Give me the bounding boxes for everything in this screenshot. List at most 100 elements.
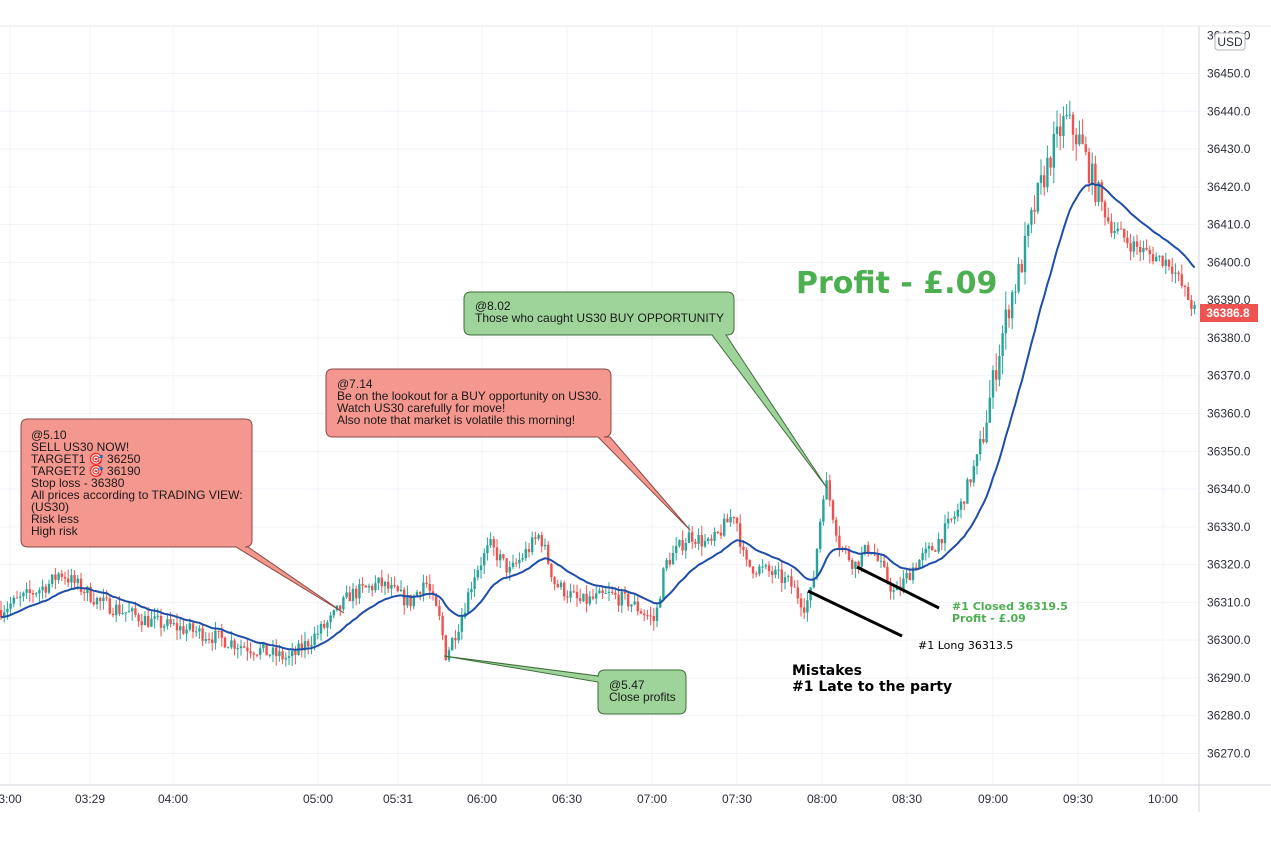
candle-body <box>771 571 774 575</box>
callout-line: Those who caught US30 BUY OPPORTUNITY <box>475 311 724 325</box>
candle-body <box>1161 255 1164 266</box>
candle-body <box>428 583 431 592</box>
candle-body <box>694 541 697 544</box>
candle-body <box>1078 134 1081 145</box>
candle-body <box>729 517 732 523</box>
candle-body <box>665 560 668 569</box>
candle-body <box>761 566 764 568</box>
price-tick-label: 36340.0 <box>1207 482 1251 496</box>
time-axis[interactable]: 3:00 03:29 04:00 05:00 05:31 06:00 06:30 07:00 0… <box>0 792 1178 806</box>
time-tick-label: 3:00 <box>0 792 22 806</box>
candle-body <box>748 559 751 567</box>
candle-body <box>364 585 367 588</box>
candle-body <box>662 568 665 599</box>
candle-body <box>1001 333 1004 357</box>
candle-body <box>1011 292 1014 319</box>
candle-body <box>915 567 918 569</box>
candle-body <box>995 370 998 380</box>
candle-body <box>710 538 713 541</box>
candle-body <box>438 605 441 617</box>
candle-body <box>668 560 671 565</box>
candle-body <box>3 612 6 618</box>
candle-body <box>883 560 886 567</box>
candle-body <box>1036 182 1039 212</box>
candle-body <box>1091 163 1094 184</box>
candle-body <box>204 639 207 641</box>
candle-body <box>959 501 963 510</box>
candle-body <box>220 631 223 638</box>
candle-body <box>559 582 563 588</box>
trade-lines <box>807 565 940 638</box>
callout-line: @7.14 <box>337 377 373 391</box>
candle-body <box>310 645 313 647</box>
candle-body <box>287 656 291 658</box>
candle-body <box>182 626 185 634</box>
candle-body <box>684 542 687 551</box>
candle-body <box>835 519 838 536</box>
price-tick-label: 36350.0 <box>1207 444 1251 458</box>
candle-body <box>854 561 857 569</box>
candle-body <box>108 598 111 614</box>
candle-body <box>150 618 153 627</box>
price-axis[interactable]: 36270.0 36280.0 36290.0 36300.0 36310.0 36320… <box>1207 29 1251 761</box>
candle-body <box>169 619 172 625</box>
candle-body <box>524 549 527 559</box>
candle-body <box>1187 287 1190 301</box>
candle-body <box>332 610 335 616</box>
candle-body <box>374 583 377 591</box>
candle-body <box>211 639 214 643</box>
candle-body <box>233 640 236 649</box>
candles <box>0 100 1196 667</box>
candle-body <box>745 550 748 560</box>
candle-body <box>860 553 863 567</box>
candle-body <box>499 554 502 561</box>
candle-body <box>246 647 249 652</box>
time-tick-label: 09:30 <box>1063 792 1093 806</box>
candle-body <box>1177 272 1180 275</box>
candle-body <box>380 577 383 587</box>
candle-body <box>351 588 355 602</box>
candle-body <box>931 546 934 551</box>
candle-body <box>355 588 358 599</box>
candle-body <box>975 454 979 467</box>
candle-body <box>649 615 652 617</box>
candle-body <box>1123 228 1126 238</box>
price-tick-label: 36300.0 <box>1207 633 1251 647</box>
candle-body <box>227 647 230 649</box>
mistakes-detail-label: #1 Late to the party <box>792 679 952 695</box>
candle-body <box>345 592 348 598</box>
candle-body <box>25 589 28 593</box>
candle-body <box>950 518 953 520</box>
candle-body <box>99 598 102 602</box>
candle-body <box>777 569 780 571</box>
candle-body <box>671 552 675 565</box>
candle-body <box>1055 126 1059 134</box>
candle-body <box>947 518 950 524</box>
candle-body <box>646 615 649 617</box>
candle-body <box>1142 247 1145 253</box>
candle-body <box>822 499 825 522</box>
price-tick-label: 36370.0 <box>1207 369 1251 383</box>
candle-body <box>607 591 611 593</box>
candle-body <box>1071 114 1075 135</box>
candle-body <box>911 567 915 581</box>
candle-body <box>217 630 220 632</box>
candle-body <box>633 601 636 605</box>
closed-profit-label: Profit - £.09 <box>952 612 1026 625</box>
candle-body <box>460 616 463 632</box>
candle-body <box>739 523 742 547</box>
candle-body <box>991 370 995 398</box>
currency-badge[interactable]: USD <box>1214 32 1246 51</box>
candle-body <box>1180 274 1183 286</box>
candle-body <box>806 600 809 613</box>
candle-body <box>415 592 419 596</box>
candle-body <box>988 397 991 423</box>
candle-body <box>163 626 166 628</box>
candle-body <box>851 560 854 569</box>
candle-body <box>627 593 630 607</box>
